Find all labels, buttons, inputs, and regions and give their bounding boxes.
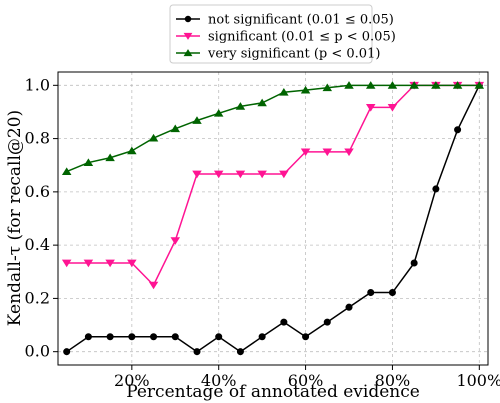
legend-marker	[183, 32, 193, 40]
data-point	[106, 333, 114, 341]
data-point	[365, 81, 376, 89]
data-point	[279, 170, 289, 179]
x-tick-label: 40%	[201, 371, 237, 390]
data-point	[344, 148, 354, 157]
data-point	[410, 259, 418, 267]
series-line	[66, 84, 480, 173]
series-2	[61, 81, 485, 176]
data-point	[387, 104, 398, 112]
x-tick-label: 80%	[375, 371, 411, 390]
data-point	[367, 289, 375, 297]
legend-item: very significant (p < 0.01)	[176, 47, 380, 62]
series-0	[63, 81, 483, 356]
legend-marker	[183, 49, 193, 57]
data-point	[388, 289, 396, 297]
axis-ticks: 20% 40% 60% 80% 100% 0.0 0.2 0.4 0.6 0.8 1.0	[25, 75, 500, 390]
data-point	[213, 109, 224, 117]
legend-item: significant (0.01 ≤ p < 0.05)	[176, 30, 396, 45]
data-point	[84, 333, 92, 341]
data-point	[302, 333, 310, 341]
y-axis-label: Kendall-τ (for recall@20)	[5, 110, 25, 326]
legend-label: significant (0.01 ≤ p < 0.05)	[208, 30, 396, 45]
data-point	[235, 170, 246, 179]
data-point	[409, 81, 419, 89]
legend-frame	[169, 4, 373, 64]
y-tick-label: 0.6	[25, 182, 50, 201]
data-point	[193, 348, 201, 356]
legend-label: very significant (p < 0.01)	[207, 47, 380, 62]
data-point	[452, 81, 463, 89]
data-point	[148, 281, 159, 290]
x-tick-label: 60%	[288, 371, 324, 390]
x-tick-label: 100%	[456, 371, 500, 390]
data-point	[279, 88, 289, 96]
data-point	[61, 259, 72, 268]
y-tick-label: 0.8	[25, 129, 50, 148]
data-point	[213, 170, 224, 179]
data-point	[365, 104, 376, 112]
data-point	[83, 259, 94, 268]
x-axis-label: Percentage of annotated evidence	[126, 382, 420, 402]
data-point	[61, 167, 72, 176]
data-point	[323, 318, 331, 326]
x-tick-label: 20%	[114, 371, 150, 390]
legend: not significant (0.01 ≤ 0.05) significant…	[169, 4, 396, 64]
data-point	[235, 102, 246, 110]
data-point	[280, 318, 288, 326]
data-point	[150, 333, 158, 341]
series-1	[61, 81, 485, 290]
data-point	[148, 133, 159, 142]
series-line	[66, 84, 480, 287]
plot-area-frame	[57, 71, 489, 366]
grid	[58, 72, 488, 365]
data-point	[431, 81, 441, 89]
data-point	[300, 85, 311, 94]
data-point	[170, 237, 181, 245]
data-point	[171, 333, 179, 341]
data-point	[258, 333, 266, 341]
data-point	[83, 158, 94, 166]
data-point	[63, 348, 71, 356]
data-point	[215, 333, 223, 341]
data-point	[322, 148, 333, 157]
series-layer	[61, 81, 485, 356]
data-point	[127, 146, 137, 155]
series-line	[66, 84, 480, 353]
data-point	[387, 81, 398, 89]
data-point	[454, 126, 462, 134]
data-point	[128, 333, 136, 341]
y-tick-label: 1.0	[25, 75, 50, 94]
data-point	[345, 303, 353, 311]
data-point	[192, 170, 202, 179]
data-point	[344, 81, 354, 89]
data-point	[105, 153, 115, 162]
legend-item: not significant (0.01 ≤ 0.05)	[176, 13, 394, 28]
data-point	[432, 185, 440, 193]
data-point	[257, 98, 267, 107]
data-point	[300, 148, 311, 157]
data-point	[105, 259, 115, 268]
data-point	[170, 124, 181, 133]
data-point	[127, 259, 137, 268]
data-point	[236, 348, 244, 356]
legend-label: not significant (0.01 ≤ 0.05)	[208, 13, 394, 28]
y-tick-label: 0.2	[25, 288, 50, 307]
legend-marker	[184, 15, 192, 23]
y-tick-label: 0.0	[25, 342, 50, 361]
data-point	[257, 170, 267, 179]
data-point	[322, 83, 333, 92]
y-tick-label: 0.4	[25, 235, 50, 254]
data-point	[474, 81, 485, 89]
data-point	[192, 116, 202, 124]
